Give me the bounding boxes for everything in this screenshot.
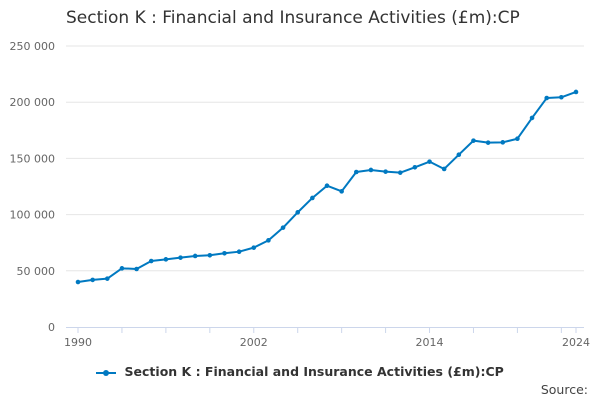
data-point [266,238,271,243]
data-point [383,169,388,174]
data-point [207,252,213,258]
data-point [280,225,286,230]
x-tick-label: 1990 [64,336,92,349]
data-point [222,250,227,256]
data-point [412,164,418,170]
y-tick-label: 250 000 [10,40,56,53]
legend-label: Section K : Financial and Insurance Acti… [124,364,504,379]
data-point [163,257,169,262]
source-label: Source: [540,382,588,397]
y-tick-label: 200 000 [10,96,56,109]
data-point [119,266,125,271]
data-point [544,95,550,101]
data-point [104,276,110,281]
data-point [75,279,81,285]
y-tick-label: 100 000 [10,209,56,222]
data-point [134,266,139,272]
data-point [427,159,432,164]
y-tick-label: 0 [48,321,55,334]
data-point [515,136,520,142]
data-point [353,169,359,175]
data-point [310,195,315,201]
data-point [178,255,183,260]
x-tick-label: 2002 [240,336,268,349]
data-point [192,253,198,259]
legend-swatch [96,369,117,376]
y-tick-label: 150 000 [10,152,56,165]
data-point [485,140,491,145]
chart-title: Section K : Financial and Insurance Acti… [66,8,520,28]
data-point [251,245,257,250]
data-point [148,258,154,264]
data-point [441,166,447,172]
data-point [471,138,476,143]
data-point [236,249,242,254]
data-point [573,89,579,95]
legend-item[interactable]: Section K : Financial and Insurance Acti… [0,364,600,379]
data-point [397,170,403,175]
data-point [368,167,374,173]
x-tick-label: 2014 [416,336,444,349]
y-tick-label: 50 000 [17,265,56,278]
data-point [559,94,564,100]
data-point [324,183,330,189]
data-point [456,152,462,157]
data-point [90,277,95,283]
data-point [339,189,344,194]
data-point [529,115,535,121]
data-point [500,140,506,145]
data-point [295,210,301,215]
x-tick-label: 2024 [562,336,590,349]
